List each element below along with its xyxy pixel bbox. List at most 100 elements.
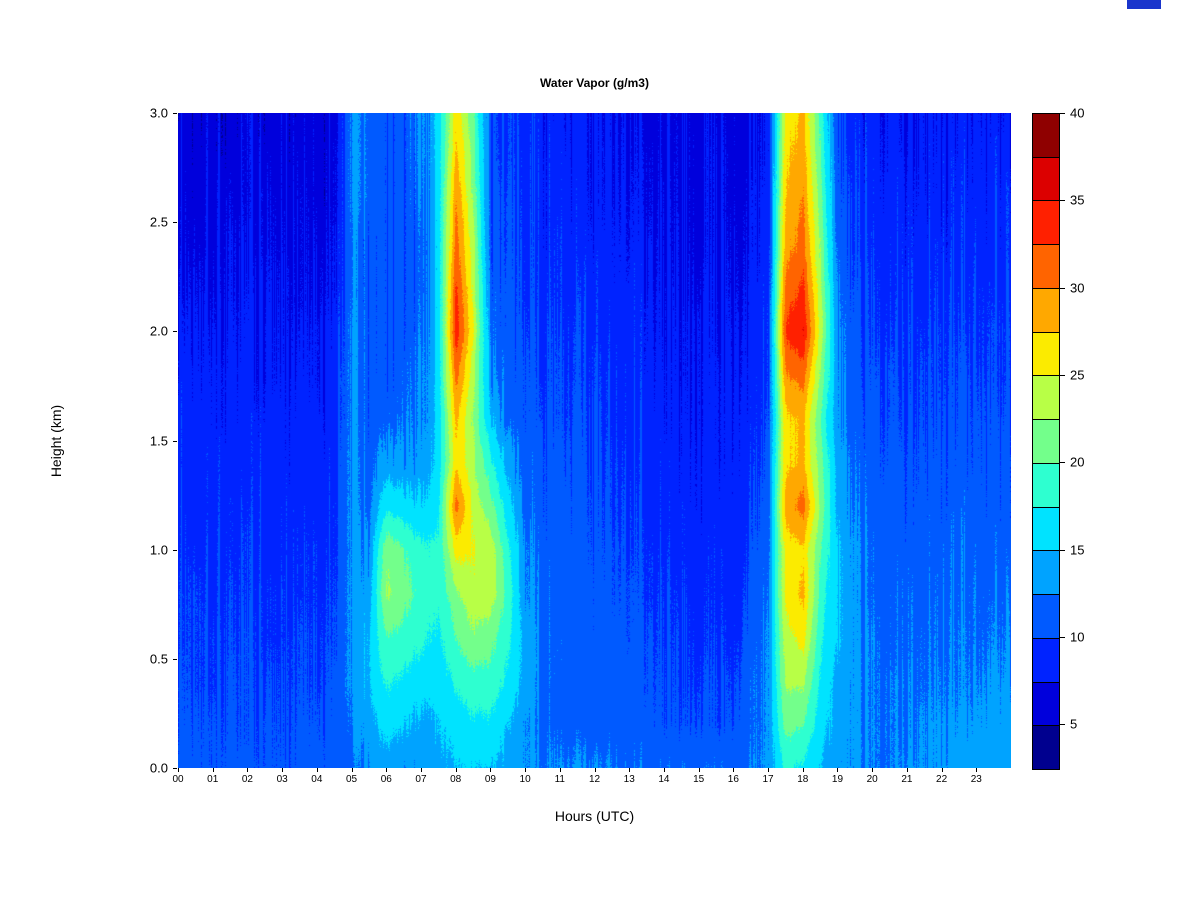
heatmap-canvas <box>178 113 1011 768</box>
colorbar-block <box>1033 419 1059 463</box>
x-tick-label: 22 <box>936 774 948 785</box>
colorbar-tick-label: 25 <box>1070 367 1085 383</box>
colorbar-tick-label: 15 <box>1070 542 1085 558</box>
colorbar-block <box>1033 681 1059 726</box>
y-axis-label-text: Height (km) <box>48 404 65 477</box>
x-tick-mark <box>872 768 874 772</box>
colorbar-block <box>1033 156 1059 201</box>
x-tick-mark <box>420 768 422 772</box>
y-tick-label: 0.0 <box>149 760 168 776</box>
colorbar-block <box>1033 244 1059 288</box>
y-axis-label: Height (km) <box>36 113 76 768</box>
colorbar-tick-mark <box>1060 113 1065 114</box>
x-tick-mark <box>698 768 700 772</box>
y-tick-label: 2.0 <box>149 323 168 339</box>
x-tick-mark <box>906 768 908 772</box>
y-tick-label: 0.5 <box>149 651 168 667</box>
y-tick-mark <box>173 222 177 224</box>
x-tick-label: 01 <box>207 774 219 785</box>
x-tick-label: 09 <box>484 774 496 785</box>
x-tick-mark <box>941 768 943 772</box>
x-tick-mark <box>455 768 457 772</box>
y-tick-label: 3.0 <box>149 105 168 121</box>
x-tick-mark <box>837 768 839 772</box>
colorbar-tick-label: 30 <box>1070 280 1085 296</box>
y-tick-label: 2.5 <box>149 214 168 230</box>
y-tick-mark <box>173 658 177 660</box>
x-tick-mark <box>768 768 770 772</box>
colorbar-tick-label: 20 <box>1070 454 1085 470</box>
x-tick-label: 12 <box>588 774 601 785</box>
colorbar-block <box>1033 637 1059 682</box>
x-tick-label: 21 <box>901 774 913 785</box>
x-tick-mark <box>976 768 978 772</box>
colorbar-block <box>1033 331 1059 376</box>
colorbar-tick-mark <box>1060 200 1065 202</box>
x-tick-label: 02 <box>241 774 253 785</box>
colorbar-tick-mark <box>1060 724 1065 726</box>
colorbar-block <box>1033 114 1059 157</box>
colorbar-tick-mark <box>1060 462 1065 464</box>
x-tick-label: 15 <box>693 774 705 785</box>
colorbar-tick-mark <box>1060 637 1065 638</box>
x-tick-label: 11 <box>554 774 565 785</box>
colorbar-tick-label: 40 <box>1070 105 1085 121</box>
y-tick-mark <box>173 768 177 769</box>
y-tick-label: 1.5 <box>149 433 168 448</box>
x-tick-mark <box>316 768 318 772</box>
x-tick-mark <box>351 768 353 772</box>
x-tick-label: 13 <box>623 774 635 785</box>
x-tick-label: 10 <box>519 774 531 785</box>
colorbar-tick-label: 35 <box>1070 192 1085 208</box>
top-right-artifact <box>1127 0 1161 9</box>
x-tick-label: 04 <box>311 774 323 785</box>
colorbar-block <box>1033 375 1059 420</box>
x-tick-label: 17 <box>762 774 774 785</box>
colorbar-block <box>1033 725 1059 770</box>
x-tick-label: 00 <box>172 774 184 785</box>
colorbar <box>1032 113 1060 770</box>
colorbar-block <box>1033 287 1059 332</box>
y-tick-mark <box>173 440 177 442</box>
colorbar-block <box>1033 506 1059 551</box>
x-tick-label: 03 <box>276 774 288 785</box>
colorbar-block <box>1033 462 1059 507</box>
colorbar-block <box>1033 594 1059 638</box>
colorbar-tick-mark <box>1060 375 1065 376</box>
x-tick-mark <box>733 768 735 772</box>
x-tick-label: 16 <box>727 774 739 785</box>
colorbar-tick-label: 5 <box>1070 716 1078 732</box>
x-tick-mark <box>802 768 804 772</box>
x-tick-label: 19 <box>831 774 844 785</box>
x-tick-label: 05 <box>345 774 358 785</box>
x-tick-mark <box>629 768 631 772</box>
x-tick-label: 18 <box>797 774 809 785</box>
colorbar-tick-mark <box>1060 549 1065 551</box>
x-axis-label: Hours (UTC) <box>554 808 635 824</box>
x-tick-mark <box>559 768 561 772</box>
x-tick-mark <box>386 768 388 772</box>
x-tick-mark <box>282 768 284 772</box>
y-tick-mark <box>173 113 177 114</box>
colorbar-block <box>1033 550 1059 595</box>
x-tick-label: 20 <box>866 774 878 785</box>
y-tick-label: 1.0 <box>149 542 168 558</box>
chart-title: Water Vapor (g/m3) <box>540 76 649 90</box>
x-tick-mark <box>525 768 527 772</box>
colorbar-tick-mark <box>1060 287 1065 289</box>
y-tick-mark <box>173 331 177 333</box>
x-tick-mark <box>490 768 492 772</box>
x-tick-mark <box>212 768 214 772</box>
plot-area <box>178 113 1011 768</box>
x-tick-label: 07 <box>415 774 427 785</box>
x-tick-label: 06 <box>380 774 392 785</box>
colorbar-tick-label: 10 <box>1070 629 1085 645</box>
x-tick-mark <box>247 768 249 772</box>
x-tick-label: 14 <box>658 774 670 785</box>
x-tick-label: 08 <box>450 774 462 785</box>
x-tick-mark <box>594 768 596 772</box>
y-tick-mark <box>173 549 177 551</box>
x-tick-mark <box>663 768 665 772</box>
colorbar-block <box>1033 200 1059 245</box>
